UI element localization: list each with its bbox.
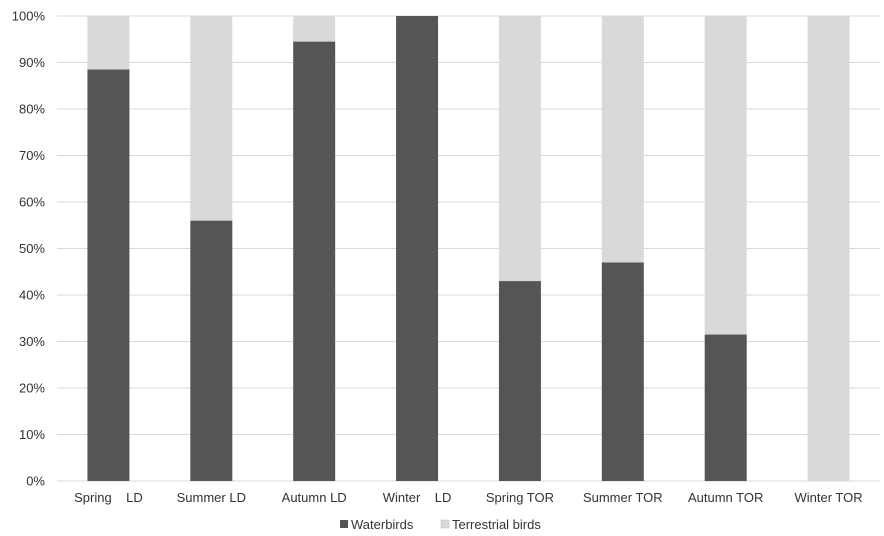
y-tick-label: 30% [19,334,45,349]
x-tick-label: Spring TOR [486,490,554,505]
bar-terrestrial-birds [601,16,644,263]
x-tick-label: Autumn LD [282,490,347,505]
y-tick-label: 80% [19,102,45,117]
x-tick-label: Spring LD [74,490,143,505]
legend-label: Terrestrial birds [452,517,541,532]
x-axis-ticks: Spring LD Summer LD Autumn LD Winter LD Spri… [74,490,863,505]
y-tick-label: 40% [19,288,45,303]
bar-waterbirds [190,220,233,481]
bar-terrestrial-birds [704,16,747,335]
legend: Waterbirds Terrestrial birds [340,517,541,532]
y-tick-label: 90% [19,55,45,70]
legend-swatch [340,520,348,528]
bar-waterbirds [293,41,336,481]
y-tick-label: 100% [12,9,46,24]
legend-swatch [440,519,450,529]
bar-terrestrial-birds [293,16,336,42]
y-tick-label: 60% [19,195,45,210]
bars [87,16,850,481]
bar-terrestrial-birds [498,16,541,282]
x-tick-label: Winter LD [383,490,452,505]
bar-waterbirds [396,16,439,481]
bar-terrestrial-birds [807,16,850,481]
bar-waterbirds [498,281,541,481]
legend-label: Waterbirds [351,517,414,532]
bar-waterbirds [601,262,644,481]
y-axis-ticks: 0% 10% 20% 30% 40% 50% 60% 70% 80% 90% 100% [12,9,46,489]
x-tick-label: Summer LD [177,490,246,505]
x-tick-label: Autumn TOR [688,490,763,505]
y-tick-label: 0% [26,474,45,489]
y-tick-label: 10% [19,427,45,442]
x-tick-label: Summer TOR [583,490,663,505]
bar-waterbirds [704,334,747,481]
y-tick-label: 20% [19,381,45,396]
y-tick-label: 50% [19,241,45,256]
gridlines [57,15,880,482]
bar-terrestrial-birds [190,16,233,221]
x-tick-label: Winter TOR [794,490,862,505]
bar-waterbirds [87,69,130,481]
bar-terrestrial-birds [87,16,130,70]
y-tick-label: 70% [19,148,45,163]
